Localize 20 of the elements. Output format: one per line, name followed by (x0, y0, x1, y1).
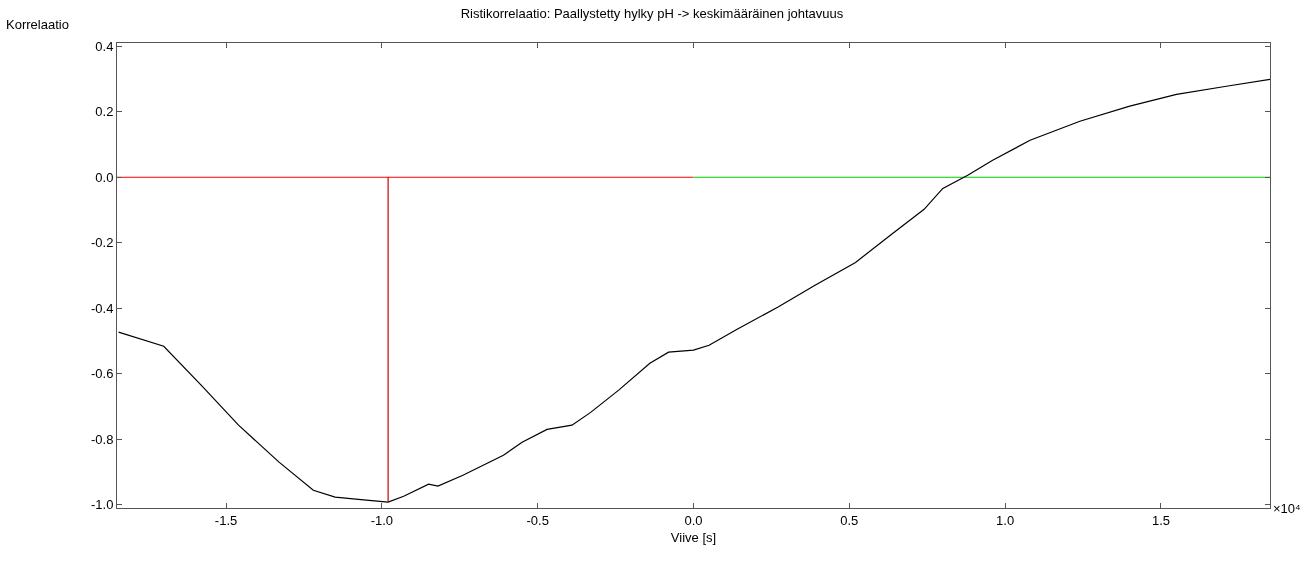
x-tick-label: 0.5 (840, 512, 859, 528)
y-tick-label: -0.2 (90, 235, 114, 251)
x-tick-label: -0.5 (526, 512, 549, 528)
x-axis-title: Viive [s] (670, 530, 717, 546)
text: ×10⁴ (1273, 501, 1301, 516)
y-tick-label: -0.8 (90, 431, 114, 447)
x-tick-label: 1.0 (996, 512, 1015, 528)
y-axis-title: Korrelaatio (6, 17, 69, 32)
x-tick-label: -1.5 (214, 512, 238, 528)
y-tick-label: 0.0 (95, 169, 114, 185)
x-tick-label: 0.0 (684, 512, 703, 528)
y-tick-label: 0.2 (95, 104, 114, 120)
y-tick-label: -0.4 (90, 300, 114, 316)
x-tick-label: 1.5 (1151, 512, 1170, 528)
y-tick-label: -0.6 (90, 366, 114, 382)
x-tick-label: -1.0 (370, 512, 394, 528)
line-series (117, 78, 1270, 503)
y-tick-label: 0.4 (95, 38, 114, 54)
chart-title: Ristikorrelaatio: Paallystetty hylky pH -> keskimääräinen johtavuus (460, 5, 844, 21)
y-tick-label: -1.0 (90, 497, 114, 513)
